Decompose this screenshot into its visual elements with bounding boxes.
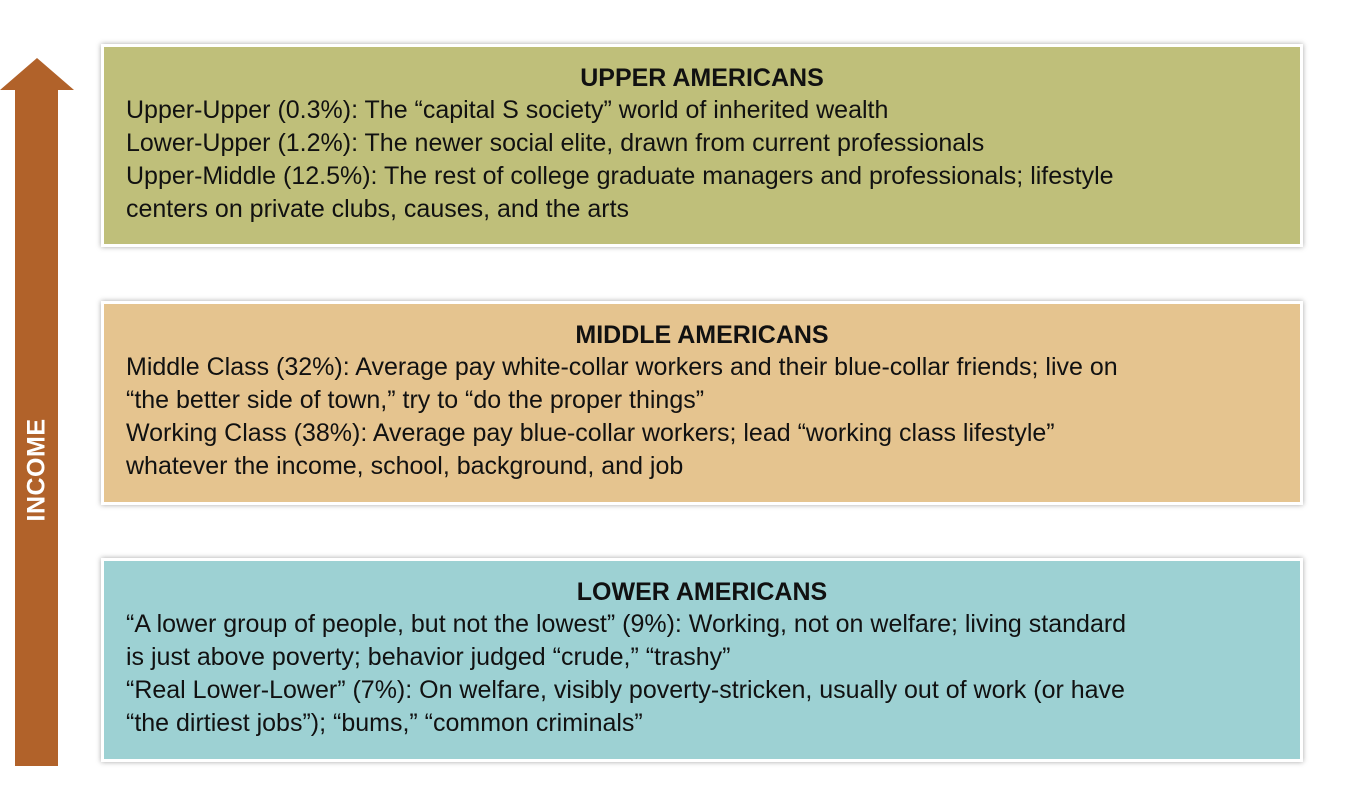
middle-americans-title: MIDDLE AMERICANS xyxy=(575,321,829,349)
middle-class-line: Middle Class (32%): Average pay white-co… xyxy=(126,353,1118,381)
arrow-head xyxy=(0,58,74,90)
working-class-line-cont: whatever the income, school, background,… xyxy=(126,452,684,480)
middle-class-line-cont: “the better side of town,” try to “do th… xyxy=(126,386,705,414)
real-lower-lower-line-cont: “the dirtiest jobs”); “bums,” “common cr… xyxy=(126,709,643,737)
lower-group-line-cont: is just above poverty; behavior judged “… xyxy=(126,643,731,671)
lower-americans-title: LOWER AMERICANS xyxy=(576,578,828,606)
arrow-shaft xyxy=(15,89,58,766)
upper-americans-panel: UPPER AMERICANS Upper-Upper (0.3%): The … xyxy=(101,44,1303,247)
upper-middle-line: Upper-Middle (12.5%): The rest of colleg… xyxy=(126,162,1114,190)
upper-middle-line-cont: centers on private clubs, causes, and th… xyxy=(126,195,630,223)
upper-americans-title: UPPER AMERICANS xyxy=(580,64,824,92)
lower-group-line: “A lower group of people, but not the lo… xyxy=(126,610,1127,638)
working-class-line: Working Class (38%): Average pay blue-co… xyxy=(126,419,1055,447)
lower-upper-line: Lower-Upper (1.2%): The newer social eli… xyxy=(126,129,985,157)
income-axis-label: INCOME xyxy=(22,418,51,522)
lower-americans-panel: LOWER AMERICANS “A lower group of people… xyxy=(101,558,1303,762)
middle-americans-panel: MIDDLE AMERICANS Middle Class (32%): Ave… xyxy=(101,301,1303,505)
income-arrow: INCOME xyxy=(0,58,74,766)
upper-upper-line: Upper-Upper (0.3%): The “capital S socie… xyxy=(126,96,889,124)
real-lower-lower-line: “Real Lower-Lower” (7%): On welfare, vis… xyxy=(126,676,1125,704)
